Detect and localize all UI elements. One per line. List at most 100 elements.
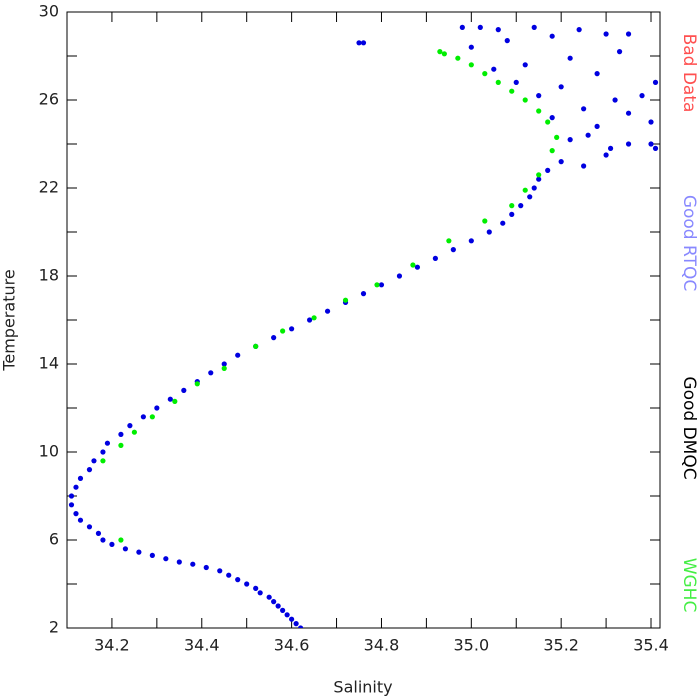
data-point [504, 38, 510, 44]
data-point [91, 458, 97, 464]
data-point [536, 93, 542, 99]
data-point [104, 440, 111, 446]
data-point [450, 247, 456, 253]
y-tick-label: 2 [49, 618, 59, 637]
data-point [226, 572, 232, 578]
data-point [253, 343, 259, 349]
y-tick-label: 22 [39, 178, 59, 197]
data-point [100, 449, 106, 455]
data-point [77, 517, 84, 523]
data-point [625, 141, 632, 147]
data-point [221, 365, 227, 371]
data-point [118, 537, 124, 543]
data-point [131, 429, 137, 435]
x-tick-label: 35.0 [454, 636, 490, 655]
y-tick-label: 18 [39, 266, 59, 285]
data-point [545, 119, 551, 125]
data-point [652, 145, 659, 151]
data-point [441, 51, 447, 57]
legend-entry: Good RTQC [679, 195, 699, 291]
x-axis-label: Salinity [333, 678, 392, 697]
data-point [531, 185, 537, 191]
data-point [536, 108, 542, 114]
data-point [163, 556, 169, 562]
data-point [176, 559, 182, 565]
data-point [275, 603, 281, 609]
data-point [289, 616, 295, 622]
data-point [118, 431, 124, 437]
data-point [100, 537, 106, 543]
y-tick-label: 10 [39, 442, 59, 461]
data-point [293, 621, 299, 627]
data-point [208, 370, 214, 376]
legend-entry: Bad Data [679, 34, 699, 113]
data-point [522, 97, 528, 103]
data-point [486, 229, 492, 235]
data-point [280, 607, 286, 614]
data-point [518, 203, 524, 209]
data-point [271, 599, 277, 605]
data-point [567, 55, 573, 61]
data-point [73, 510, 79, 517]
x-tick-label: 34.4 [184, 636, 220, 655]
data-point [509, 211, 515, 217]
data-point [549, 148, 555, 154]
data-point [136, 549, 142, 555]
data-point [612, 97, 618, 103]
data-point [549, 33, 555, 39]
data-point [459, 24, 465, 30]
data-point [536, 172, 542, 178]
y-tick-label: 26 [39, 90, 59, 109]
data-point [585, 132, 591, 138]
data-point [266, 594, 272, 600]
data-point [396, 273, 403, 279]
data-point [324, 308, 331, 314]
data-point [616, 49, 623, 55]
data-point [522, 62, 528, 68]
x-tick-label: 35.2 [543, 636, 579, 655]
data-point [118, 442, 124, 448]
data-point [149, 414, 155, 420]
data-point [86, 467, 93, 473]
data-point [509, 203, 515, 209]
data-point [558, 159, 564, 165]
data-point [603, 31, 609, 37]
y-axis-label: Temperature [0, 269, 19, 371]
x-tick-label: 35.4 [633, 636, 669, 655]
data-point [468, 238, 474, 244]
data-point [235, 352, 241, 358]
data-point [558, 84, 564, 90]
data-point [594, 71, 600, 77]
data-point [140, 414, 146, 420]
data-point [221, 361, 227, 367]
data-point [639, 93, 645, 99]
data-point [280, 328, 286, 334]
legend-entry: Good DMQC [679, 376, 699, 479]
data-point [581, 106, 587, 112]
data-point [257, 590, 263, 596]
data-point [298, 625, 304, 628]
x-tick-label: 34.6 [274, 636, 310, 655]
data-point [437, 49, 443, 55]
data-point [567, 137, 573, 143]
x-tick-label: 34.2 [94, 636, 130, 655]
data-point [181, 387, 187, 393]
data-point [122, 546, 129, 552]
data-point [360, 291, 367, 297]
data-point [455, 55, 461, 61]
data-point [244, 581, 250, 587]
data-point [495, 79, 501, 85]
data-point [167, 396, 173, 402]
data-point [468, 62, 474, 68]
data-point [149, 552, 155, 559]
data-point [603, 152, 609, 158]
data-point [109, 541, 115, 548]
y-tick-label: 30 [39, 2, 59, 21]
data-point [482, 218, 488, 224]
data-point [289, 326, 295, 332]
data-point [531, 24, 537, 30]
data-point [522, 187, 528, 193]
data-point [607, 145, 614, 151]
legend-entry: WGHC [679, 558, 699, 613]
data-point [127, 423, 133, 429]
